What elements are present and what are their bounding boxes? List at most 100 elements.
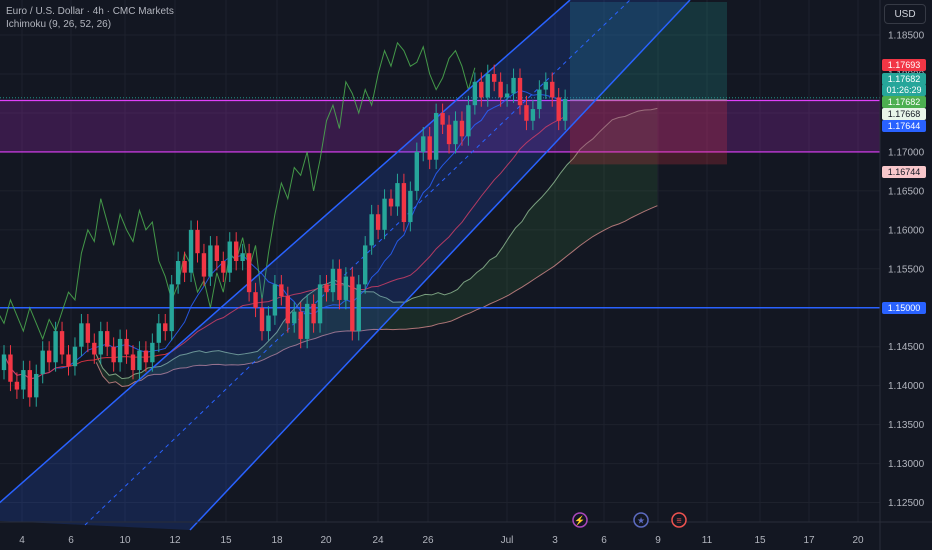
candle-body: [66, 354, 71, 367]
candle-body: [472, 81, 478, 106]
price-tag: 1.15000: [882, 301, 926, 314]
kumo-fill: [96, 108, 658, 387]
candle-body: [253, 292, 258, 308]
candle-body: [79, 323, 84, 347]
candle-body: [414, 151, 419, 191]
y-tick-label: 1.16500: [888, 186, 925, 197]
candle-body: [433, 112, 439, 160]
stop-loss-zone: [570, 99, 727, 165]
y-tick-label: 1.16000: [888, 225, 925, 236]
x-tick-label: 18: [271, 535, 283, 546]
candle-body: [272, 284, 278, 316]
candle-body: [292, 311, 297, 324]
candle-body: [117, 338, 123, 363]
candle-body: [201, 253, 207, 277]
x-tick-label: 12: [169, 535, 181, 546]
chart-title: Euro / U.S. Dollar · 4h · CMC Markets: [6, 6, 174, 17]
candle-body: [182, 261, 187, 273]
candle-body: [137, 350, 142, 371]
price-tag: 1.17682: [882, 73, 926, 85]
candle-body: [562, 98, 568, 121]
candle-body: [259, 307, 265, 332]
candle-body: [485, 74, 490, 98]
candle-body: [85, 323, 91, 343]
candle-body: [111, 346, 116, 363]
candle-body: [356, 284, 361, 332]
senkou-span-b: [95, 205, 658, 387]
x-tick-label: 26: [422, 535, 434, 546]
candle-body: [363, 245, 368, 285]
candle-body: [324, 284, 329, 293]
candle-body: [40, 350, 45, 374]
x-tick-label: 20: [320, 535, 332, 546]
us-flag-icon[interactable]: [671, 512, 687, 528]
event-icons: ⚡ ★ ≡: [572, 512, 687, 528]
y-tick-label: 1.14000: [888, 381, 925, 392]
price-tag: 01:26:29: [882, 84, 926, 96]
eu-flag-icon[interactable]: [633, 512, 649, 528]
channel-lower: [189, 0, 691, 531]
candle-body: [98, 331, 103, 355]
candle-body: [440, 112, 445, 125]
candle-body: [453, 120, 458, 145]
indicator-label[interactable]: Ichimoku (9, 26, 52, 26): [6, 19, 112, 30]
candle-body: [188, 229, 194, 273]
ichimoku-cloud: [95, 107, 658, 387]
candle-body: [221, 261, 226, 273]
candle-body: [46, 350, 52, 363]
x-tick-label: 15: [220, 535, 232, 546]
currency-button[interactable]: USD: [884, 4, 926, 24]
candle-body: [279, 284, 284, 297]
candle-body: [130, 354, 136, 371]
price-tag: 1.17693: [882, 59, 926, 71]
y-tick-label: 1.13500: [888, 420, 925, 431]
candle-body: [304, 303, 310, 339]
take-profit-zone: [570, 2, 727, 100]
y-tick-label: 1.13000: [888, 459, 925, 470]
price-tag: 1.17668: [882, 108, 926, 120]
candle-body: [511, 77, 516, 94]
x-tick-label: 3: [552, 535, 558, 546]
grid: [0, 0, 880, 522]
candle-body: [143, 350, 149, 363]
candle-body: [124, 338, 129, 355]
candle-body: [550, 81, 555, 98]
ichimoku-lines: [0, 41, 566, 380]
x-tick-label: Jul: [501, 535, 514, 546]
us-flag-icon-glyph: ≡: [676, 516, 681, 526]
candle-body: [330, 268, 336, 293]
candle-body: [343, 276, 349, 300]
candle-body: [543, 81, 548, 90]
candle-body: [246, 253, 252, 293]
candle-body: [524, 105, 529, 121]
candle-body: [427, 136, 432, 160]
candle-body: [492, 74, 497, 82]
candle-body: [504, 93, 510, 98]
tenkan-sen: [3, 89, 566, 380]
chikou-span: [0, 41, 476, 341]
candle-body: [234, 241, 239, 261]
candle-body: [150, 342, 155, 363]
candle-body: [240, 253, 245, 261]
candle-body: [59, 331, 65, 355]
candle-body: [459, 120, 465, 137]
candle-body: [1, 354, 7, 371]
x-tick-label: 6: [68, 535, 74, 546]
parallel-channel[interactable]: [0, 0, 691, 531]
candle-body: [479, 81, 484, 98]
kijun-sen: [3, 116, 566, 380]
candle-body: [53, 331, 58, 363]
channel-fill: [0, 0, 690, 530]
y-tick-label: 1.17000: [888, 147, 925, 158]
candle-body: [163, 323, 168, 332]
candle-body: [105, 331, 110, 347]
candle-body: [266, 315, 271, 332]
lightning-icon[interactable]: [572, 512, 588, 528]
senkou-span-a: [95, 107, 658, 380]
candle-body: [175, 261, 181, 285]
candle-body: [72, 346, 78, 367]
resistance-zone: [0, 100, 880, 152]
candle-body: [382, 198, 387, 230]
candle-body: [208, 245, 213, 277]
